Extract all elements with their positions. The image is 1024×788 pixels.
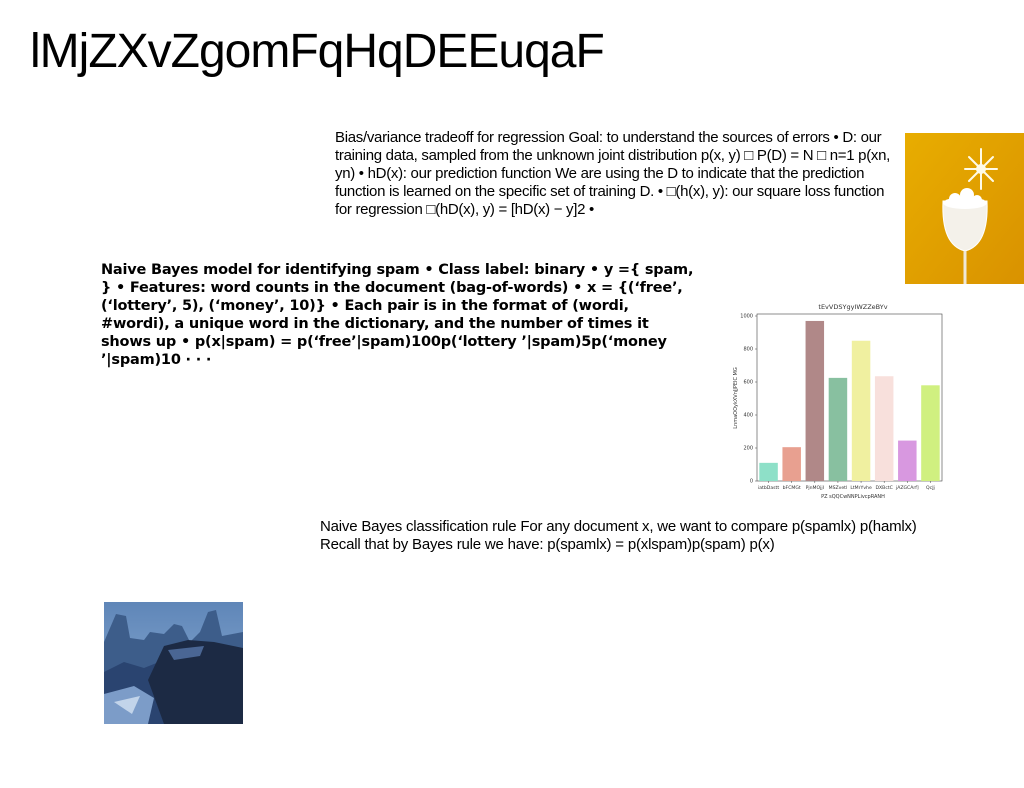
bias-variance-text: Bias/variance tradeoff for regression Go… — [335, 129, 891, 218]
y-tick-label: 0 — [750, 479, 753, 485]
bar-chart: tEvVDSYgyIWZZeBYv LnmaOOykXVnJJPEIC MG P… — [733, 303, 943, 500]
plot-frame — [756, 313, 943, 482]
x-tick-label: jAZGCArf] — [895, 485, 919, 491]
y-tick-label: 600 — [743, 380, 753, 386]
y-tick-label: 800 — [743, 347, 753, 353]
chart-ylabel: LnmaOOykXVnJJPEIC MG — [733, 367, 739, 429]
wine-glass-image — [905, 133, 1024, 284]
page-title: lMjZXvZgomFqHqDEEuqaF — [30, 25, 605, 78]
bar — [759, 462, 778, 481]
bar — [782, 447, 801, 481]
x-tick-label: PjnMOjjI — [806, 485, 824, 491]
naive-bayes-model-text: Naive Bayes model for identifying spam •… — [101, 262, 694, 368]
bar — [874, 376, 894, 481]
x-tick-label: iatbDastt — [758, 485, 779, 491]
canyon-image — [104, 602, 243, 724]
y-tick-label: 1000 — [740, 314, 753, 320]
bar — [805, 320, 825, 481]
x-tick-label: QcJj — [926, 485, 935, 491]
bar — [921, 385, 940, 481]
y-tick-label: 400 — [743, 413, 753, 419]
chart-title: tEvVDSYgyIWZZeBYv — [818, 303, 887, 311]
x-tick-label: MSZvetl — [829, 485, 848, 491]
bar — [851, 340, 871, 481]
classification-rule-text: Naive Bayes classification rule For any … — [320, 518, 917, 553]
bar — [828, 377, 848, 481]
chart-xlabel: PZ sQQCwNNPLivcpRANH — [821, 494, 885, 500]
bar — [898, 440, 917, 481]
y-tick-label: 200 — [743, 446, 753, 452]
x-tick-label: LtMrYvhe — [850, 485, 872, 491]
x-tick-label: bFCMGt — [783, 485, 801, 491]
x-tick-label: DXBctC — [876, 485, 893, 491]
